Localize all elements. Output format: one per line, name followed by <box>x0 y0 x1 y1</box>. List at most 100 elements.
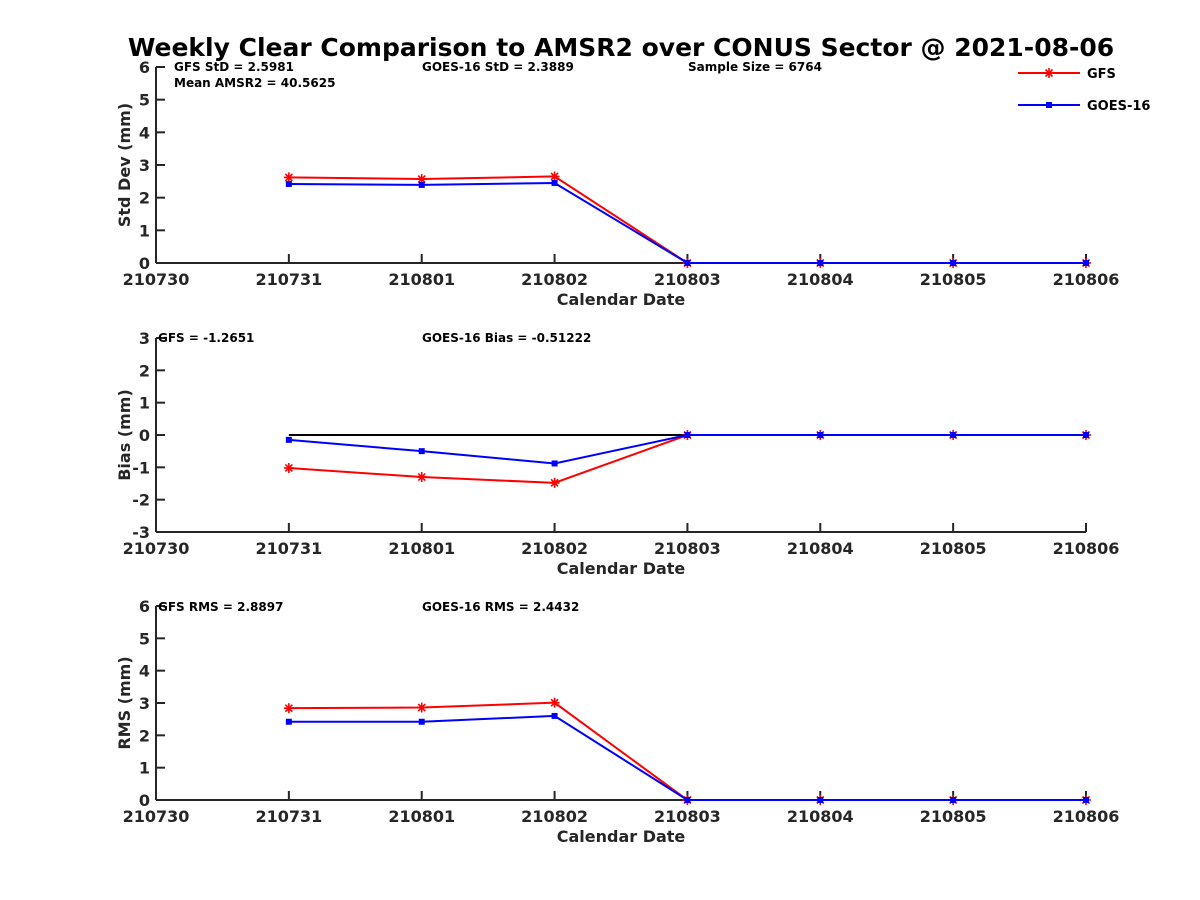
y-tick-label: 1 <box>139 759 150 778</box>
series-gfs <box>283 697 1091 805</box>
x-tick-label: 210802 <box>521 270 588 289</box>
asterisk-stroke <box>284 463 293 473</box>
data-point-goes-16 <box>684 432 691 438</box>
y-tick-label: 6 <box>139 58 150 77</box>
data-point-goes-16 <box>950 797 957 803</box>
data-point-gfs <box>549 697 560 708</box>
x-axis-label: Calendar Date <box>557 827 686 846</box>
data-point-goes-16 <box>551 460 558 467</box>
y-tick-label: -2 <box>132 491 150 510</box>
y-tick-label: 3 <box>139 156 150 175</box>
asterisk-stroke <box>284 173 293 182</box>
y-tick-label: 0 <box>139 426 150 445</box>
asterisk-stroke <box>417 174 426 184</box>
legend-marker <box>1044 68 1054 78</box>
y-tick-label: 2 <box>139 361 150 380</box>
y-tick-label: 4 <box>139 662 150 681</box>
data-point-gfs <box>283 703 294 714</box>
series-line-gfs <box>288 175 1086 264</box>
series-goes-16 <box>285 179 1089 266</box>
data-point-gfs <box>416 472 427 483</box>
y-tick-label: 0 <box>139 254 150 273</box>
x-tick-label: 210802 <box>521 807 588 826</box>
x-tick-label: 210803 <box>654 270 721 289</box>
x-tick-label: 210801 <box>388 539 455 558</box>
x-tick-label: 210805 <box>920 807 987 826</box>
subplot-3: 0 1 2 3 4 5 6 210730 210731 210801 210802 210803 210… <box>115 597 1119 846</box>
x-tick-label: 210806 <box>1053 270 1120 289</box>
data-point-goes-16 <box>950 260 957 266</box>
data-point-goes-16 <box>684 797 691 803</box>
annotation-text: GOES-16 RMS = 2.4432 <box>422 600 579 614</box>
data-point-gfs <box>549 171 560 182</box>
subplot-1: 0 1 2 3 4 5 6 210730 210731 210801 210802 210803 210… <box>115 58 1119 309</box>
x-tick-label: 210802 <box>521 539 588 558</box>
series-goes-16 <box>285 712 1089 803</box>
y-tick-label: 5 <box>139 91 150 110</box>
data-point-goes-16 <box>551 712 558 719</box>
series-gfs <box>283 430 1091 488</box>
data-point-goes-16 <box>285 436 292 443</box>
x-tick-label: 210804 <box>787 539 854 558</box>
y-axis-label: Std Dev (mm) <box>115 103 134 227</box>
x-tick-label: 210803 <box>654 807 721 826</box>
annotation-text: GFS = -1.2651 <box>158 331 254 345</box>
data-point-goes-16 <box>817 260 824 266</box>
series-gfs <box>283 171 1091 268</box>
y-tick-label: 3 <box>139 329 150 348</box>
data-point-goes-16 <box>1083 797 1089 803</box>
y-tick-label: 6 <box>139 597 150 616</box>
annotation-text: Sample Size = 6764 <box>688 60 822 74</box>
annotation-text: GOES-16 StD = 2.3889 <box>422 60 574 74</box>
asterisk-stroke <box>550 172 559 181</box>
x-tick-label: 210731 <box>255 539 322 558</box>
x-tick-label: 210804 <box>787 807 854 826</box>
data-point-goes-16 <box>817 797 824 803</box>
x-tick-label: 210801 <box>388 807 455 826</box>
x-tick-label: 210804 <box>787 270 854 289</box>
legend-label: GFS <box>1087 67 1116 82</box>
legend-marker <box>1046 102 1052 108</box>
data-point-goes-16 <box>1083 260 1089 266</box>
y-tick-label: -1 <box>132 458 150 477</box>
data-point-goes-16 <box>418 718 425 725</box>
asterisk-stroke <box>550 478 559 487</box>
annotation-text: GFS StD = 2.5981 <box>174 60 294 74</box>
data-point-goes-16 <box>817 432 824 438</box>
x-tick-label: 210730 <box>123 807 190 826</box>
y-tick-label: 1 <box>139 221 150 240</box>
asterisk-stroke <box>417 703 426 712</box>
y-tick-label: 3 <box>139 694 150 713</box>
legend-entry-goes-16: GOES-16 <box>1018 99 1150 114</box>
series-line-gfs <box>288 701 1086 801</box>
data-point-gfs <box>416 702 427 713</box>
legend-label: GOES-16 <box>1087 99 1150 114</box>
data-point-goes-16 <box>418 181 425 188</box>
asterisk-stroke <box>417 472 426 482</box>
x-tick-label: 210730 <box>123 270 190 289</box>
y-tick-label: 5 <box>139 629 150 648</box>
x-tick-label: 210731 <box>255 807 322 826</box>
y-tick-label: 0 <box>139 791 150 810</box>
y-tick-label: -3 <box>132 523 150 542</box>
y-tick-label: 2 <box>139 189 150 208</box>
y-tick-label: 1 <box>139 394 150 413</box>
y-axis-label: Bias (mm) <box>115 389 134 481</box>
series-line-goes-16 <box>288 181 1086 264</box>
annotation-text: GFS RMS = 2.8897 <box>158 600 283 614</box>
data-point-goes-16 <box>950 432 957 438</box>
figure-title: Weekly Clear Comparison to AMSR2 over CO… <box>128 33 1114 62</box>
annotation-text: Mean AMSR2 = 40.5625 <box>174 76 335 90</box>
annotation-text: GOES-16 Bias = -0.51222 <box>422 331 591 345</box>
series-line-goes-16 <box>288 714 1086 801</box>
data-point-gfs <box>283 172 294 183</box>
x-tick-label: 210806 <box>1053 539 1120 558</box>
x-tick-label: 210801 <box>388 270 455 289</box>
legend: GFS GOES-16 <box>1018 67 1150 114</box>
y-tick-label: 2 <box>139 726 150 745</box>
x-tick-label: 210806 <box>1053 807 1120 826</box>
subplot-2: -3 -2 -1 0 1 2 3 210730 210731 210801 210802 210803… <box>115 329 1119 578</box>
y-tick-label: 4 <box>139 123 150 142</box>
